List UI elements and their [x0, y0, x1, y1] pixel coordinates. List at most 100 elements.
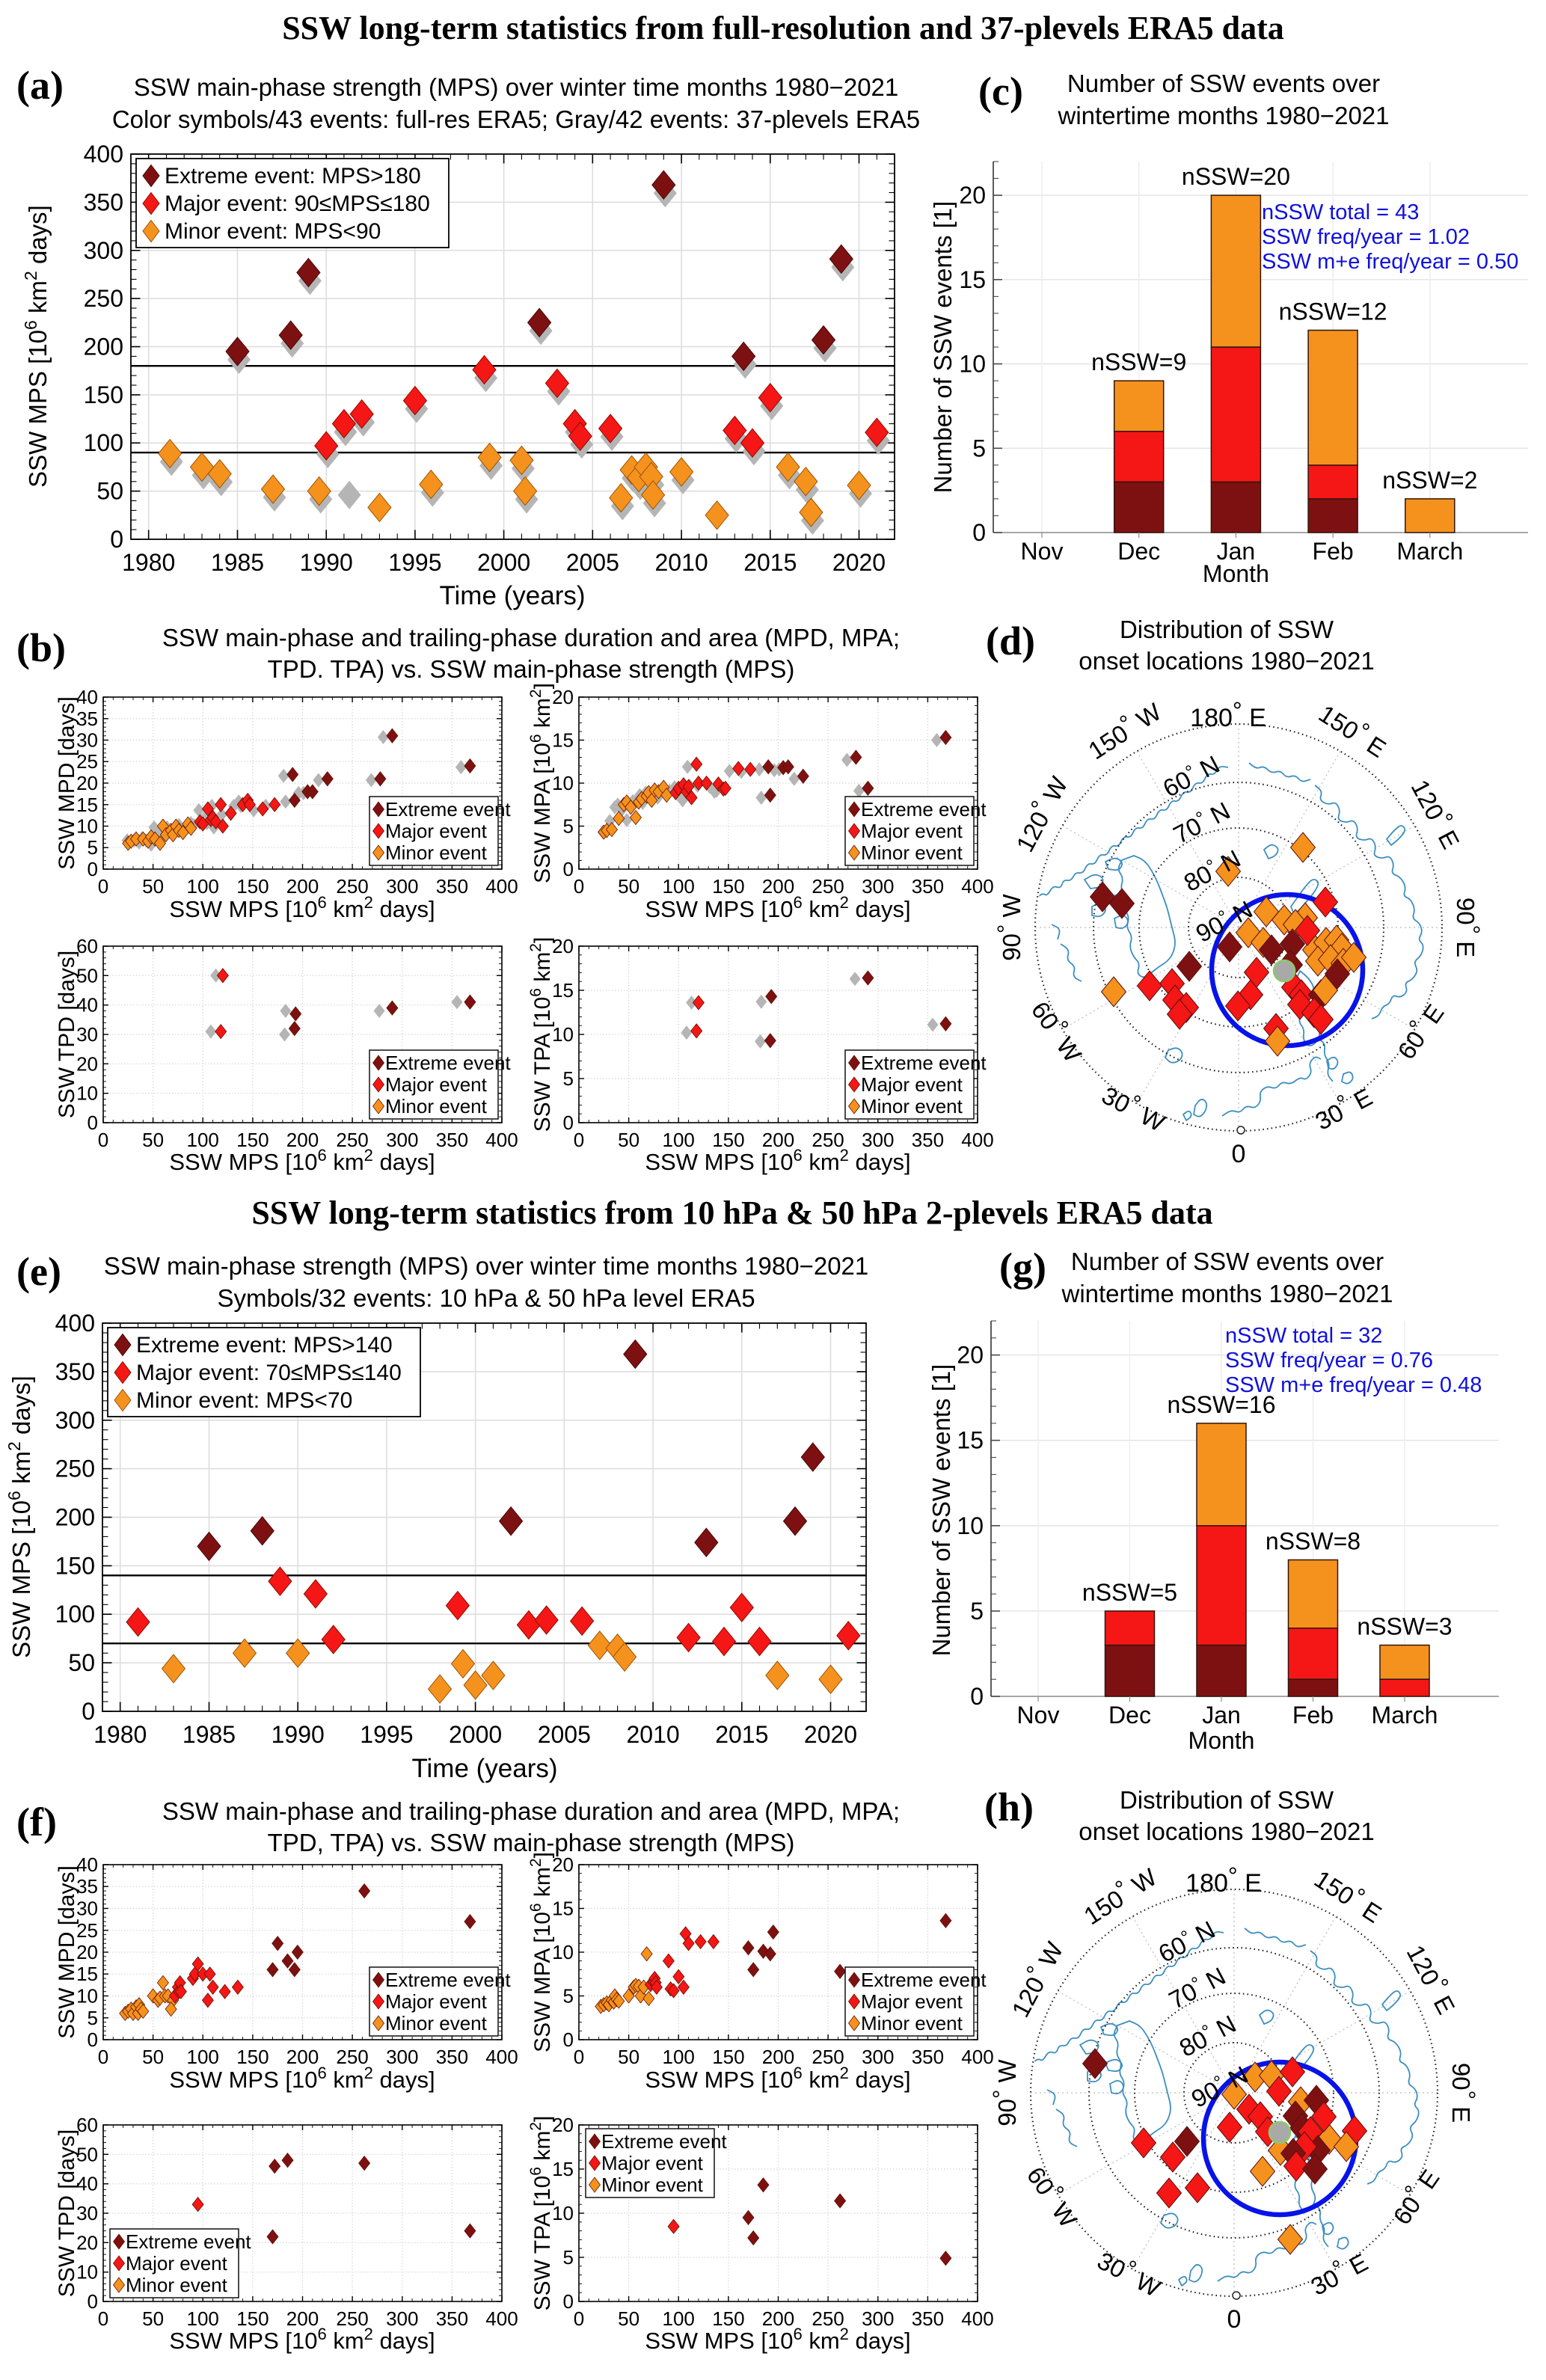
- svg-text:30: 30: [76, 729, 98, 752]
- svg-text:nSSW=12: nSSW=12: [1279, 298, 1387, 325]
- svg-text:50: 50: [76, 2143, 98, 2165]
- svg-text:400: 400: [961, 2307, 993, 2330]
- svg-text:Minor event: MPS<70: Minor event: MPS<70: [136, 1388, 352, 1413]
- svg-text:Extreme event: Extreme event: [385, 1052, 511, 1074]
- svg-text:100: 100: [187, 1129, 219, 1151]
- svg-text:250: 250: [84, 285, 123, 312]
- svg-text:0: 0: [98, 2307, 108, 2330]
- svg-text:SSW MPS [106 km2 days]: SSW MPS [106 km2 days]: [21, 205, 52, 488]
- svg-text:onset locations 1980−2021: onset locations 1980−2021: [1079, 647, 1374, 675]
- svg-text:250: 250: [812, 2046, 844, 2068]
- svg-text:(d): (d): [986, 619, 1035, 663]
- svg-text:10: 10: [76, 1985, 98, 2008]
- svg-text:Nov: Nov: [1017, 1702, 1060, 1729]
- svg-text:(b): (b): [16, 625, 66, 670]
- svg-text:0: 0: [98, 2046, 108, 2068]
- svg-text:(h): (h): [984, 1785, 1034, 1830]
- svg-text:150: 150: [55, 1552, 95, 1579]
- svg-text:200: 200: [84, 334, 123, 361]
- svg-text:Major event: Major event: [861, 820, 963, 842]
- svg-text:Minor event: Minor event: [385, 1095, 488, 1117]
- svg-text:0: 0: [98, 875, 108, 898]
- svg-text:400: 400: [485, 1129, 518, 1151]
- svg-text:100: 100: [663, 1129, 695, 1151]
- svg-text:Minor event: Minor event: [126, 2274, 228, 2296]
- svg-text:0: 0: [970, 1683, 984, 1710]
- svg-text:150: 150: [712, 875, 744, 898]
- svg-text:Major event: 70≤MPS≤140: Major event: 70≤MPS≤140: [136, 1361, 402, 1385]
- svg-text:90° E: 90° E: [1452, 898, 1485, 957]
- svg-text:100: 100: [663, 875, 695, 898]
- svg-text:Time (years): Time (years): [439, 581, 585, 610]
- svg-text:400: 400: [485, 2046, 518, 2068]
- svg-text:50: 50: [142, 1129, 164, 1151]
- svg-text:300: 300: [862, 2307, 894, 2330]
- svg-text:Major event: Major event: [385, 1073, 488, 1096]
- svg-text:15: 15: [552, 1898, 574, 1920]
- svg-text:1985: 1985: [182, 1721, 236, 1748]
- svg-text:400: 400: [55, 1310, 95, 1337]
- svg-text:1995: 1995: [360, 1721, 413, 1748]
- svg-text:300: 300: [862, 1129, 894, 1151]
- svg-text:TPD. TPA) vs. SSW main-phase s: TPD. TPA) vs. SSW main-phase strength (M…: [268, 655, 795, 683]
- svg-text:350: 350: [436, 875, 468, 898]
- svg-text:350: 350: [912, 1129, 944, 1151]
- svg-text:2005: 2005: [538, 1721, 591, 1748]
- svg-text:wintertime months 1980−2021: wintertime months 1980−2021: [1057, 102, 1389, 129]
- svg-text:2000: 2000: [477, 549, 530, 576]
- svg-text:350: 350: [436, 1129, 468, 1151]
- svg-text:15: 15: [552, 979, 574, 1002]
- svg-text:SSW main-phase strength (MPS): SSW main-phase strength (MPS) over winte…: [104, 1252, 869, 1280]
- svg-text:Jan: Jan: [1202, 1702, 1241, 1729]
- svg-text:March: March: [1372, 1702, 1438, 1729]
- svg-text:SSW MPS [106 km2 days]: SSW MPS [106 km2 days]: [169, 1146, 435, 1175]
- svg-text:0: 0: [1232, 1140, 1246, 1168]
- svg-text:50: 50: [618, 2307, 639, 2330]
- svg-text:10: 10: [76, 1082, 98, 1105]
- svg-text:50: 50: [618, 1129, 639, 1151]
- svg-text:10: 10: [552, 2202, 574, 2224]
- svg-text:35: 35: [76, 1875, 98, 1898]
- svg-text:(f): (f): [16, 1800, 57, 1844]
- svg-text:100: 100: [663, 2307, 695, 2330]
- svg-text:Extreme event: MPS>140: Extreme event: MPS>140: [136, 1333, 393, 1358]
- svg-text:2020: 2020: [804, 1721, 857, 1748]
- svg-text:50: 50: [142, 875, 164, 898]
- svg-text:0: 0: [88, 1111, 98, 1134]
- svg-text:(c): (c): [978, 69, 1023, 114]
- svg-text:5: 5: [563, 815, 574, 838]
- svg-text:400: 400: [485, 875, 518, 898]
- svg-text:1980: 1980: [122, 549, 175, 576]
- svg-text:30: 30: [76, 1023, 98, 1046]
- svg-text:250: 250: [336, 875, 368, 898]
- svg-text:200: 200: [286, 1129, 319, 1151]
- svg-text:Minor event: Minor event: [385, 2012, 488, 2034]
- svg-text:Major event: Major event: [385, 820, 488, 842]
- svg-text:250: 250: [812, 875, 844, 898]
- svg-text:10: 10: [552, 1941, 574, 1963]
- svg-text:0: 0: [88, 2028, 98, 2051]
- svg-text:350: 350: [84, 188, 123, 215]
- svg-text:350: 350: [436, 2046, 468, 2068]
- svg-text:350: 350: [436, 2307, 468, 2330]
- svg-text:Extreme event: MPS>180: Extreme event: MPS>180: [165, 164, 421, 188]
- svg-text:SSW main-phase and trailing-ph: SSW main-phase and trailing-phase durati…: [162, 1797, 900, 1825]
- svg-text:Extreme event: Extreme event: [861, 798, 987, 821]
- svg-text:2010: 2010: [627, 1721, 680, 1748]
- svg-text:15: 15: [957, 1427, 984, 1454]
- svg-text:50: 50: [618, 875, 639, 898]
- svg-text:0: 0: [574, 1129, 584, 1151]
- svg-text:25: 25: [76, 750, 98, 773]
- svg-text:0: 0: [82, 1698, 95, 1725]
- svg-text:SSW MPA [106 km2]: SSW MPA [106 km2]: [527, 1852, 555, 2052]
- svg-text:0: 0: [563, 2290, 574, 2313]
- svg-text:SSW m+e freq/year = 0.50: SSW m+e freq/year = 0.50: [1262, 250, 1518, 274]
- svg-text:150: 150: [236, 2046, 269, 2068]
- svg-text:60: 60: [76, 2114, 98, 2136]
- svg-text:Month: Month: [1188, 1727, 1255, 1754]
- svg-text:nSSW total = 43: nSSW total = 43: [1262, 200, 1419, 224]
- svg-text:0: 0: [88, 2290, 98, 2313]
- svg-text:1985: 1985: [211, 549, 264, 576]
- svg-text:150: 150: [712, 1129, 744, 1151]
- svg-text:2000: 2000: [449, 1721, 502, 1748]
